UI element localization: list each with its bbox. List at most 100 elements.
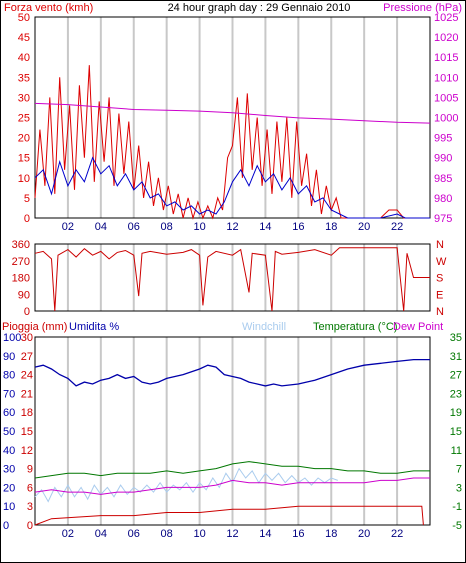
rain-y-tick-label: 30 — [21, 332, 33, 344]
temperature-y-tick-label: 31 — [450, 351, 462, 363]
temperature-y-tick-label: -5 — [452, 520, 462, 532]
compass-tick-label: S — [436, 273, 443, 285]
compass-tick-label: W — [436, 256, 447, 268]
weather-x-tick-label: 08 — [161, 528, 173, 540]
windchill-legend-label: Windchill — [242, 321, 286, 333]
weather-x-tick-label: 14 — [259, 528, 271, 540]
pressure-y-tick-label: 1000 — [434, 113, 458, 125]
humidity-y-tick-label: 30 — [3, 464, 15, 476]
wind-x-tick-label: 18 — [325, 221, 337, 233]
temperature-axis-title: Temperatura (°C) — [313, 321, 397, 333]
pressure-y-tick-label: 1025 — [434, 12, 458, 24]
temperature-y-tick-label: 7 — [456, 464, 462, 476]
compass-tick-label: N — [436, 306, 444, 318]
temperature-y-tick-label: 15 — [450, 426, 462, 438]
chart-title: 24 hour graph day : 29 Gennaio 2010 — [168, 2, 351, 14]
wind-y-tick-label: 50 — [18, 12, 30, 24]
weather-x-tick-label: 20 — [358, 528, 370, 540]
humidity-y-tick-label: 80 — [3, 370, 15, 382]
weather-x-tick-label: 06 — [128, 528, 140, 540]
wind-y-tick-label: 0 — [24, 213, 30, 225]
pressure-y-tick-label: 980 — [434, 193, 452, 205]
humidity-y-tick-label: 10 — [3, 501, 15, 513]
weather-x-tick-label: 22 — [391, 528, 403, 540]
wind-x-tick-label: 22 — [391, 221, 403, 233]
temperature-y-tick-label: -1 — [452, 501, 462, 513]
humidity-y-tick-label: 50 — [3, 426, 15, 438]
series-line-gust — [34, 156, 430, 219]
temperature-y-tick-label: 11 — [451, 445, 462, 457]
wind-y-tick-label: 25 — [18, 113, 30, 125]
wind-x-tick-label: 10 — [193, 221, 205, 233]
weather-x-tick-label: 12 — [226, 528, 238, 540]
direction-y-tick-label: 360 — [12, 239, 30, 251]
wind-x-tick-label: 04 — [95, 221, 107, 233]
humidity-y-tick-label: 20 — [3, 482, 15, 494]
wind-y-tick-label: 30 — [18, 92, 30, 104]
rain-y-tick-label: 9 — [27, 464, 33, 476]
pressure-y-tick-label: 1020 — [434, 32, 458, 44]
weather-x-tick-label: 02 — [62, 528, 74, 540]
series-line-temperature — [34, 461, 430, 479]
pressure-y-tick-label: 1005 — [434, 92, 458, 104]
wind-y-tick-label: 45 — [18, 32, 30, 44]
rain-y-tick-label: 24 — [21, 370, 33, 382]
compass-tick-label: N — [436, 239, 444, 251]
pressure-y-tick-label: 985 — [434, 173, 452, 185]
weather-panel-frame — [34, 336, 431, 526]
rain-y-tick-label: 15 — [21, 426, 33, 438]
wind-x-tick-label: 08 — [161, 221, 173, 233]
direction-y-tick-label: 90 — [18, 289, 30, 301]
dewpoint-legend-label: Dew Point — [393, 321, 443, 333]
rain-y-tick-label: 0 — [27, 520, 33, 532]
wind-panel-frame — [34, 16, 431, 219]
wind-x-tick-label: 20 — [358, 221, 370, 233]
humidity-y-tick-label: 100 — [3, 332, 21, 344]
rain-y-tick-label: 6 — [27, 482, 33, 494]
series-line-dewpoint — [34, 477, 430, 495]
series-line-wind — [34, 65, 430, 220]
wind-y-tick-label: 35 — [18, 72, 30, 84]
rain-y-tick-label: 12 — [21, 445, 33, 457]
wind-x-tick-label: 12 — [226, 221, 238, 233]
direction-y-tick-label: 0 — [24, 306, 30, 318]
wind-x-tick-label: 14 — [259, 221, 271, 233]
series-line-pressure — [34, 102, 431, 124]
wind-y-tick-label: 40 — [18, 52, 30, 64]
temperature-y-tick-label: 23 — [450, 388, 462, 400]
humidity-y-tick-label: 0 — [3, 520, 9, 532]
weather-x-tick-label: 18 — [325, 528, 337, 540]
humidity-y-tick-label: 70 — [3, 388, 15, 400]
rain-axis-title: Pioggia (mm) — [2, 321, 67, 333]
humidity-y-tick-label: 90 — [3, 351, 15, 363]
temperature-y-tick-label: 27 — [450, 370, 462, 382]
pressure-y-tick-label: 995 — [434, 133, 452, 145]
series-line-direction — [34, 247, 430, 312]
weather-x-tick-label: 04 — [95, 528, 107, 540]
temperature-y-tick-label: 3 — [456, 482, 462, 494]
humidity-y-tick-label: 40 — [3, 445, 15, 457]
series-line-windchill — [34, 467, 338, 503]
wind-y-tick-label: 15 — [18, 153, 30, 165]
series-line-humidity — [34, 358, 430, 387]
pressure-y-tick-label: 975 — [434, 213, 452, 225]
temperature-y-tick-label: 19 — [450, 407, 462, 419]
wind-x-tick-label: 02 — [62, 221, 74, 233]
direction-y-tick-label: 180 — [12, 273, 30, 285]
pressure-y-tick-label: 1010 — [434, 72, 458, 84]
rain-y-tick-label: 27 — [21, 351, 33, 363]
wind-x-tick-label: 06 — [128, 221, 140, 233]
rain-y-tick-label: 18 — [21, 407, 33, 419]
temperature-y-tick-label: 35 — [450, 332, 462, 344]
wind-y-tick-label: 10 — [18, 173, 30, 185]
wind-y-tick-label: 20 — [18, 133, 30, 145]
rain-y-tick-label: 21 — [21, 388, 33, 400]
wind-axis-title: Forza vento (kmh) — [4, 2, 93, 14]
wind-y-tick-label: 5 — [24, 193, 30, 205]
wind-x-tick-label: 16 — [292, 221, 304, 233]
pressure-y-tick-label: 990 — [434, 153, 452, 165]
series-line-rain — [34, 505, 424, 526]
pressure-axis-title: Pressione (hPa) — [383, 2, 462, 14]
weather-x-tick-label: 10 — [193, 528, 205, 540]
